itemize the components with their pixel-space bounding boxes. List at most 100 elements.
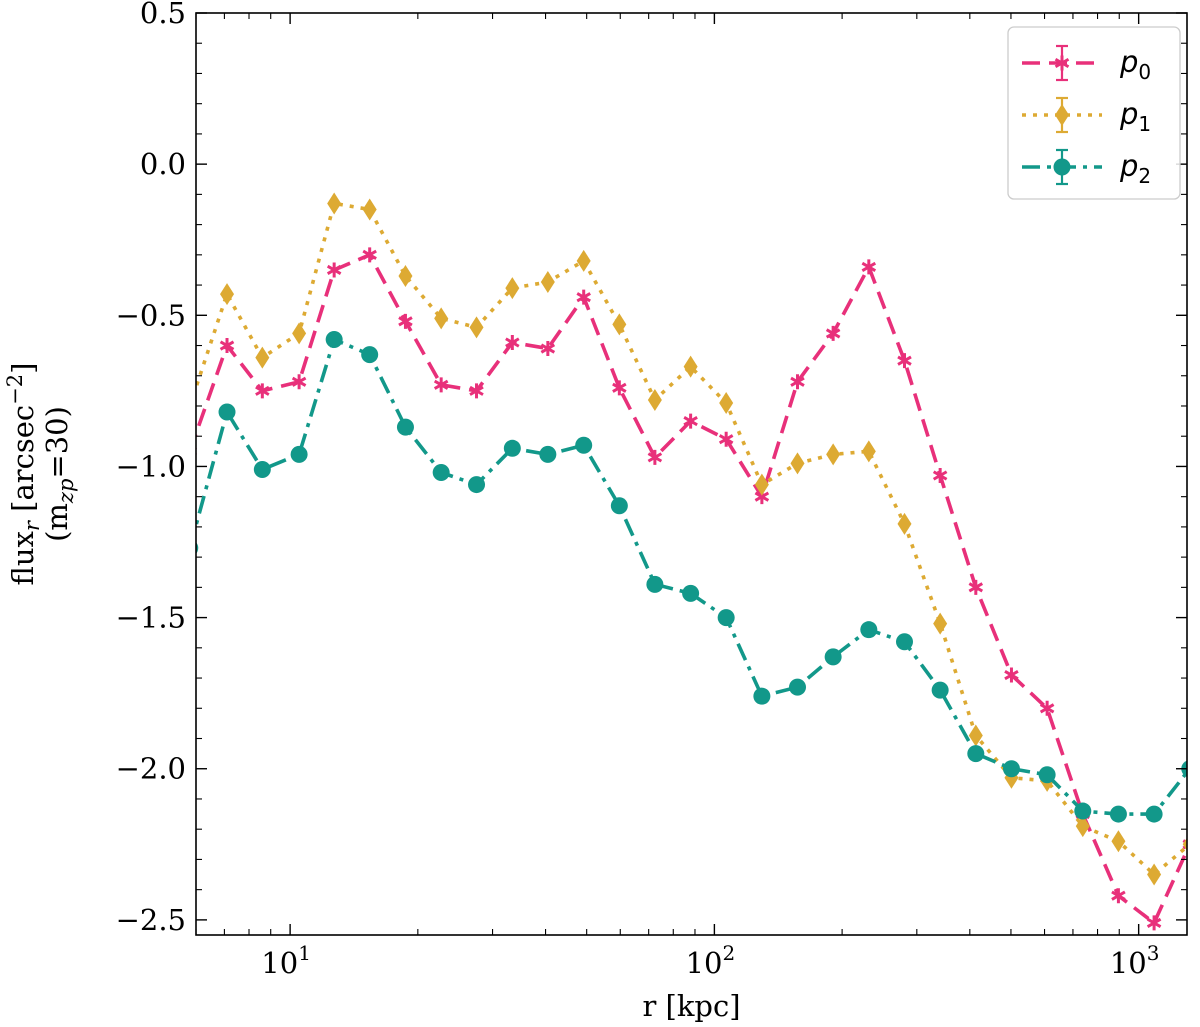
- data-point-p1: [1075, 815, 1090, 838]
- y-label-flux: flux: [6, 531, 40, 585]
- y-label-flux-subscript: r: [20, 519, 44, 531]
- x-tick-label: 102: [686, 941, 736, 980]
- legend-entry-p1: p1: [1022, 96, 1151, 136]
- data-point-p2: [895, 633, 913, 651]
- data-point-p2: [1074, 802, 1092, 820]
- data-point-p1: [292, 322, 307, 345]
- ticks-layer: −2.5 −2.0 −1.5 −1.0 −0.5 0.0 0.5 101 102 103: [116, 0, 1187, 980]
- data-point-p1: [1147, 863, 1162, 886]
- x-axis-label: r [kpc]: [642, 989, 740, 1023]
- data-point-p2: [575, 436, 593, 454]
- legend-marker: [1055, 104, 1069, 126]
- data-point-p2: [967, 745, 985, 763]
- data-point-p0: [825, 325, 841, 341]
- data-point-p0: [255, 383, 270, 399]
- data-point-p2: [860, 621, 878, 639]
- data-point-p1: [540, 271, 555, 294]
- legend-marker: [1054, 55, 1070, 71]
- data-point-p1: [1182, 837, 1187, 851]
- data-point-p1: [612, 313, 627, 336]
- data-point-p0: [1004, 667, 1019, 683]
- y-axis-label: fluxr [arcsec−2] (mzp=30): [3, 363, 78, 586]
- data-point-p1: [196, 404, 197, 408]
- data-point-p1: [362, 198, 377, 221]
- data-point-p0: [1039, 700, 1055, 716]
- legend: p0 p1 p2: [1007, 26, 1181, 200]
- y-label-unit-close: ]: [6, 363, 40, 374]
- legend-marker: [1053, 158, 1071, 176]
- data-point-p1: [754, 473, 769, 496]
- data-point-p2: [717, 609, 735, 627]
- data-point-p0: [1111, 888, 1126, 904]
- data-point-p2: [325, 330, 343, 348]
- legend-box: [1007, 26, 1181, 200]
- data-point-p1: [826, 443, 841, 466]
- data-point-p0: [968, 579, 984, 595]
- data-point-p0: [932, 468, 948, 484]
- plot-frame: [195, 12, 1188, 936]
- data-point-p2: [432, 463, 450, 481]
- data-point-p2: [396, 418, 414, 436]
- data-point-p2: [682, 584, 700, 602]
- svg-text:(mzp=30): (mzp=30): [40, 406, 78, 542]
- data-point-p0: [540, 341, 556, 357]
- data-point-p0: [612, 380, 627, 396]
- data-point-p0: [398, 313, 413, 329]
- series-line-p2: [196, 337, 1187, 816]
- data-point-p1: [861, 440, 876, 463]
- data-point-p2: [290, 445, 308, 463]
- legend-entry-p2: p2: [1022, 148, 1151, 188]
- data-point-p0: [362, 247, 377, 263]
- y-tick-label: 0.0: [140, 147, 186, 181]
- y-tick-label: −0.5: [116, 298, 186, 332]
- y-tick-label: −2.5: [116, 903, 186, 937]
- data-point-p0: [326, 262, 342, 278]
- y-label-unit-open: [arcsec: [6, 405, 40, 521]
- y-label-mzp-subscript: zp: [54, 479, 78, 505]
- y-label-mzp-close: =30): [40, 406, 74, 479]
- y-label-mzp-open: (m: [40, 503, 74, 542]
- data-point-p2: [468, 476, 486, 494]
- data-point-p0: [433, 377, 449, 393]
- data-point-p2: [753, 687, 771, 705]
- data-point-p1: [933, 612, 948, 635]
- data-point-p2: [503, 439, 521, 457]
- data-point-p0: [718, 431, 734, 447]
- data-point-p1: [469, 316, 484, 339]
- data-point-p2: [646, 575, 664, 593]
- data-point-p1: [683, 355, 698, 378]
- data-point-p1: [220, 283, 235, 306]
- x-tick-label: 101: [261, 941, 311, 980]
- data-point-p1: [434, 307, 449, 330]
- x-tick-label: 103: [1110, 941, 1160, 980]
- data-point-p1: [505, 277, 520, 300]
- legend-label: p0: [1119, 45, 1151, 84]
- series-p2: [196, 330, 1187, 823]
- data-point-p0: [505, 335, 520, 351]
- data-point-p2: [1038, 766, 1056, 784]
- data-point-p0: [219, 338, 235, 354]
- data-point-p0: [647, 449, 663, 465]
- data-point-p1: [968, 724, 983, 747]
- data-point-p2: [253, 460, 271, 478]
- data-point-p1: [790, 452, 805, 475]
- legend-entry-p0: p0: [1022, 44, 1151, 84]
- data-point-p1: [255, 346, 270, 369]
- data-point-p2: [931, 681, 949, 699]
- y-tick-label: −2.0: [116, 752, 186, 786]
- data-point-p2: [539, 445, 557, 463]
- data-point-p0: [861, 259, 877, 275]
- svg-text:fluxr [arcsec−2]: fluxr [arcsec−2]: [3, 363, 44, 586]
- data-point-p1: [1111, 830, 1126, 853]
- data-point-p1: [576, 249, 591, 272]
- legend-label: p2: [1119, 149, 1151, 188]
- data-point-p0: [790, 374, 805, 390]
- data-point-p1: [897, 512, 912, 535]
- data-point-p0: [576, 289, 591, 305]
- data-point-p0: [897, 353, 912, 369]
- y-label-unit-sup: −2: [3, 374, 27, 405]
- data-point-p2: [1145, 805, 1163, 823]
- data-point-p2: [824, 648, 842, 666]
- data-point-p1: [647, 388, 662, 411]
